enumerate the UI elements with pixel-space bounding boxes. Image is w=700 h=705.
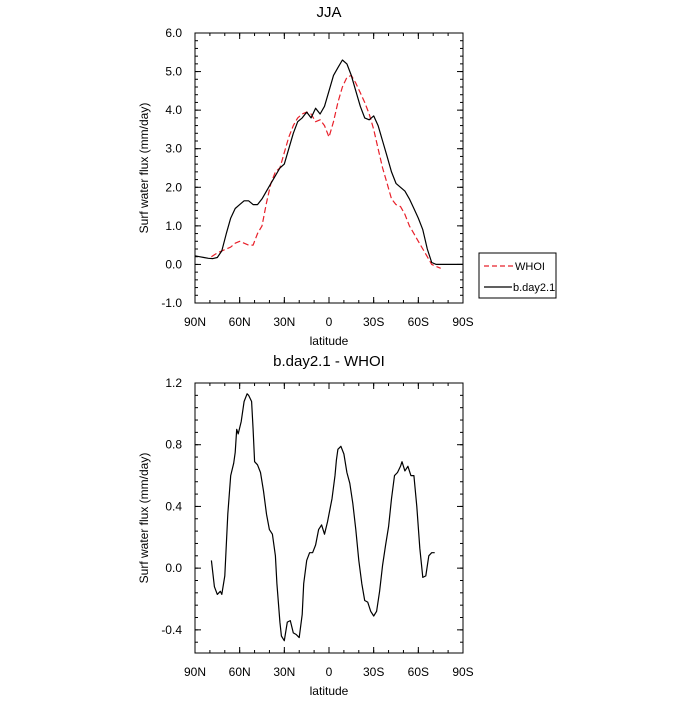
- y-axis-label: Surf water flux (mm/day): [137, 453, 151, 584]
- x-axis-label: latitude: [310, 684, 349, 698]
- x-tick-label: 60S: [408, 315, 429, 329]
- x-tick-label: 30N: [273, 315, 295, 329]
- chart-title: JJA: [316, 4, 341, 21]
- tick-group: 90N 60N 30N 0 30S 60S 90S -1.0 0.0 1.0 2.0 3.0 4.0 5.…: [161, 26, 473, 329]
- y-tick-label: 0.0: [165, 257, 182, 271]
- series-group: [194, 59, 463, 269]
- y-tick-label: -1.0: [161, 296, 182, 310]
- y-axis-label: Surf water flux (mm/day): [137, 103, 151, 234]
- x-tick-label: 30S: [363, 665, 384, 679]
- x-tick-label: 30S: [363, 315, 384, 329]
- panel-difference: b.day2.1 - WHOI Surf water flux (mm/day)…: [137, 353, 474, 698]
- y-tick-label: 1.0: [165, 219, 182, 233]
- x-tick-label: 0: [326, 665, 333, 679]
- plot-frame: [194, 382, 464, 654]
- y-tick-label: 4.0: [165, 103, 182, 117]
- x-tick-label: 60S: [408, 665, 429, 679]
- legend: WHOI b.day2.1: [478, 252, 557, 299]
- y-tick-label: 0.8: [165, 438, 182, 452]
- series-line-whoi: [211, 74, 441, 269]
- legend-label-whoi: WHOI: [515, 261, 545, 273]
- y-tick-label: 2.0: [165, 180, 182, 194]
- series-group: [210, 393, 435, 642]
- x-tick-label: 60N: [229, 665, 251, 679]
- x-tick-label: 60N: [229, 315, 251, 329]
- y-tick-label: 3.0: [165, 142, 182, 156]
- y-tick-label: 1.2: [165, 376, 182, 390]
- y-tick-label: 6.0: [165, 26, 182, 40]
- series-line-b-day2-1: [194, 59, 463, 265]
- chart-title: b.day2.1 - WHOI: [273, 353, 385, 370]
- y-tick-label: 0.4: [165, 499, 182, 513]
- x-tick-label: 90N: [184, 665, 206, 679]
- y-tick-label: 0.0: [165, 561, 182, 575]
- panel-jja: JJA Surf water flux (mm/day) latitude 90…: [137, 4, 474, 348]
- legend-box: [478, 252, 557, 299]
- x-tick-label: 30N: [273, 665, 295, 679]
- plot-frame: [194, 32, 464, 304]
- series-line-b-day2-1-whoi: [210, 393, 435, 642]
- x-axis-label: latitude: [310, 334, 349, 348]
- legend-label-bday: b.day2.1: [513, 282, 555, 294]
- x-tick-label: 90S: [452, 665, 473, 679]
- tick-group: 90N 60N 30N 0 30S 60S 90S -0.4 0.0 0.4 0.8 1.2: [161, 376, 473, 679]
- x-tick-label: 90S: [452, 315, 473, 329]
- x-tick-label: 90N: [184, 315, 206, 329]
- y-tick-label: -0.4: [161, 623, 182, 637]
- x-tick-label: 0: [326, 315, 333, 329]
- y-tick-label: 5.0: [165, 65, 182, 79]
